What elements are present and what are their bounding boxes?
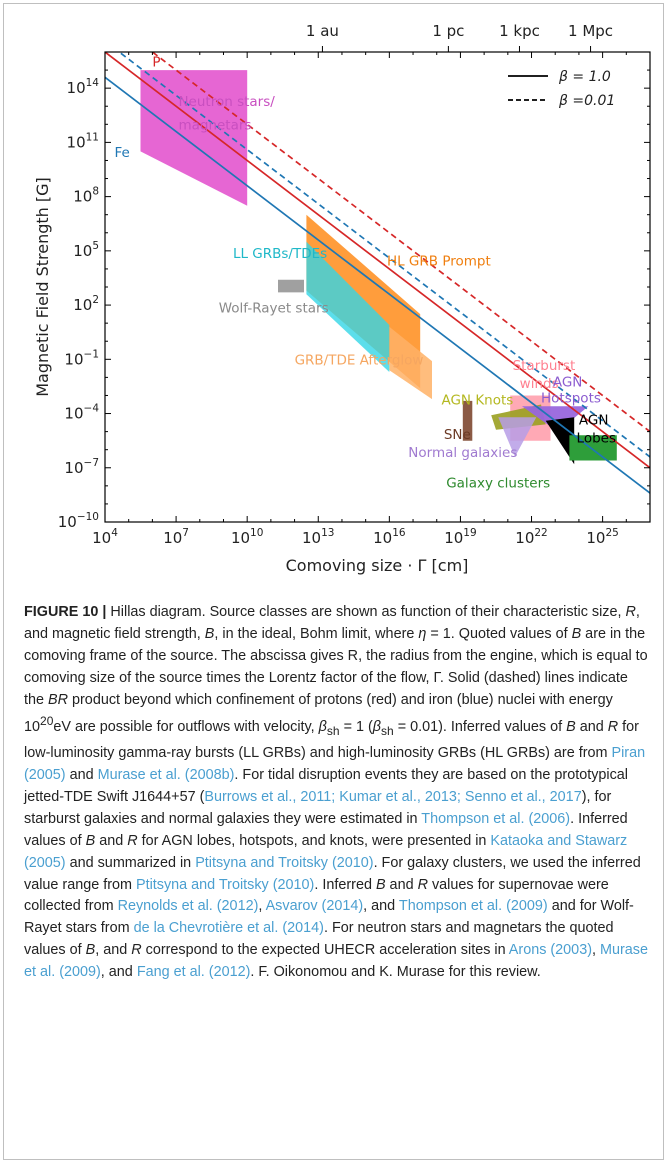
axis-ticks: 104 107 1010 1013 1016 1019 1022 1025 10−10 10−7 1…	[58, 51, 651, 547]
y-tick-label: 10−4	[64, 403, 99, 423]
caption-em: R	[625, 604, 636, 620]
citation-link[interactable]: Murase et al. (2009)	[24, 942, 648, 981]
label-hl-grb-prompt: HL GRB Prompt	[387, 253, 491, 269]
y-tick-label: 108	[73, 186, 99, 206]
legend-label: β =0.01	[558, 93, 615, 109]
citation-link[interactable]: Thompson et al. (2006)	[421, 810, 571, 827]
label-lobes: Lobes	[577, 430, 616, 446]
figure-label: FIGURE 10 |	[24, 604, 107, 620]
label-normal-galaxies: Normal galaxies	[408, 445, 517, 461]
citation-link[interactable]: Ptitsyna and Troitsky (2010)	[195, 854, 374, 871]
citation-link[interactable]: Asvarov (2014)	[265, 898, 364, 915]
y-tick-label: 10−7	[64, 457, 99, 477]
label-grb-tde-afterglow: GRB/TDE Afterglow	[295, 353, 424, 369]
citation-link[interactable]: Fang et al. (2012)	[136, 964, 251, 981]
line-p-solid	[105, 52, 650, 469]
citation-link[interactable]: de la Chevrotière et al. (2014)	[133, 920, 324, 937]
top-axis-label: 1 pc	[432, 22, 464, 40]
chart-svg: 1 au 1 pc 1 kpc 1 Mpc 104 107 1010 1013 1016 101…	[33, 22, 651, 575]
caption-em: β	[318, 719, 327, 736]
label-starburst: Starburst	[513, 358, 576, 374]
label-galaxy-clusters: Galaxy clusters	[446, 476, 550, 492]
label-ll-grbs-tdes: LL GRBs/TDEs	[233, 246, 327, 262]
label-fe: Fe	[114, 145, 129, 161]
caption-em: BR	[48, 691, 69, 708]
caption-em: R	[131, 942, 142, 959]
y-tick-label: 102	[73, 294, 99, 314]
y-tick-label: 10−1	[64, 348, 99, 368]
x-tick-label: 1025	[586, 527, 618, 547]
caption-body: Hillas diagram. Source classes are shown…	[24, 604, 648, 981]
x-tick-label: 1010	[231, 527, 263, 547]
citation-link[interactable]: Piran (2005)	[24, 745, 646, 784]
label-agn: AGN	[553, 374, 583, 390]
label-wolf-rayet-stars: Wolf-Rayet stars	[219, 300, 329, 316]
y-axis-label: Magnetic Field Strength [G]	[33, 177, 52, 397]
caption-em: β	[372, 719, 382, 736]
citation-link[interactable]: Murase et al. (2008b)	[97, 767, 235, 784]
y-tick-label: 1014	[67, 77, 100, 97]
y-tick-label: 105	[73, 240, 99, 260]
label-agn-knots: AGN Knots	[441, 393, 513, 409]
caption-em: R	[417, 876, 428, 893]
citation-link[interactable]: Thompson et al. (2009)	[398, 898, 548, 915]
line-fe-dashed	[117, 52, 650, 458]
top-axis-label: 1 kpc	[499, 22, 540, 40]
region-ll-grbs-tdes	[306, 241, 390, 372]
legend-label: β = 1.0	[558, 69, 611, 85]
x-axis-label: Comoving size · Γ [cm]	[286, 556, 469, 575]
legend: β = 1.0 β =0.01	[508, 69, 615, 109]
x-tick-label: 104	[92, 527, 118, 547]
caption-sub: sh	[326, 724, 340, 739]
region-labels: P Fe Neutron stars/magnetars HL GRB Prompt L…	[114, 54, 616, 491]
region-sne	[462, 400, 473, 441]
y-tick-label: 1011	[67, 131, 99, 151]
citation-link[interactable]: Arons (2003)	[508, 942, 592, 959]
citation-link[interactable]: Burrows et al., 2011; Kumar et al., 2013…	[204, 788, 582, 805]
region-normal-galaxies	[498, 417, 537, 457]
caption-sub: sh	[381, 724, 394, 739]
label-neutron-stars: Neutron stars/	[178, 94, 275, 110]
caption-em: B	[85, 832, 96, 849]
label-sne: SNe	[444, 427, 471, 443]
top-axis-label: 1 au	[306, 22, 339, 40]
caption-em: B	[571, 625, 582, 642]
citation-link[interactable]: Kataoka and Stawarz (2005)	[24, 832, 628, 871]
caption-em: B	[566, 719, 576, 736]
citation-link[interactable]: Ptitsyna and Troitsky (2010)	[135, 876, 315, 893]
caption-em: B	[204, 625, 215, 642]
confinement-lines	[105, 52, 650, 494]
caption-em: R	[127, 832, 138, 849]
label-magnetars: magnetars	[178, 118, 251, 134]
region-grb-tde-afterglow	[389, 326, 432, 400]
label-winds: winds	[520, 376, 559, 392]
label-agn: AGN	[579, 412, 609, 428]
figure-frame	[3, 3, 664, 1160]
top-axis: 1 au 1 pc 1 kpc 1 Mpc	[306, 22, 613, 52]
x-tick-label: 1022	[515, 527, 547, 547]
label-hotspots: Hotspots	[541, 391, 601, 407]
x-tick-label: 1019	[444, 527, 476, 547]
caption-sup: 20	[40, 714, 54, 729]
region-agn-hotspots	[522, 406, 589, 432]
caption-em: η	[418, 625, 427, 642]
line-fe-solid	[105, 76, 650, 494]
label-p: P	[152, 54, 160, 70]
caption-em: R	[607, 719, 619, 736]
top-axis-label: 1 Mpc	[568, 22, 613, 40]
x-tick-label: 107	[163, 527, 189, 547]
caption-em: B	[85, 942, 96, 959]
region-wolf-rayet-stars	[278, 279, 304, 293]
line-p-dashed	[150, 52, 650, 433]
y-tick-label: 10−10	[58, 511, 99, 531]
x-tick-label: 1016	[373, 527, 406, 547]
hillas-chart: 1 au 1 pc 1 kpc 1 Mpc 104 107 1010 1013 1016 101…	[33, 22, 651, 575]
x-tick-label: 1013	[302, 527, 334, 547]
citation-link[interactable]: Reynolds et al. (2012)	[117, 898, 259, 915]
caption-em: B	[375, 876, 386, 893]
figure-caption: FIGURE 10 | Hillas diagram. Source class…	[24, 602, 648, 984]
